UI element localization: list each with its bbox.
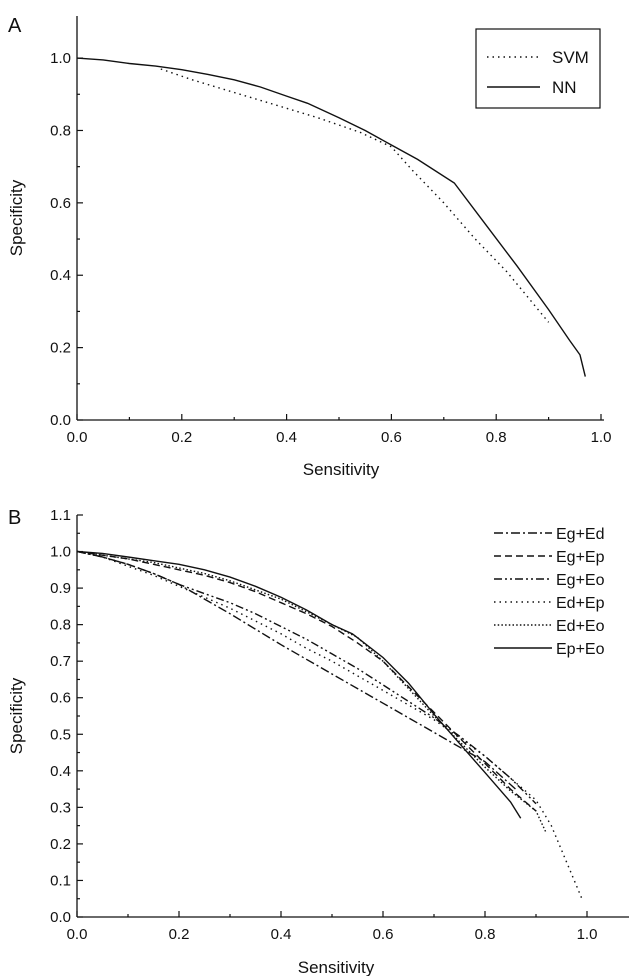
panel-b-legend-label: Eg+Ed xyxy=(556,526,604,543)
panel-a-y-tick-label: 0.4 xyxy=(50,267,71,284)
panel-b: B 0.0 0.2 0.4 0.6 0.8 1.00.00.10.20.30.40.50.… xyxy=(7,507,629,976)
panel-a-series xyxy=(76,57,586,377)
panel-a-series-svm xyxy=(160,68,550,323)
panel-a-x-tick-label: 1.0 xyxy=(591,429,612,446)
panel-a-y-title: Specificity xyxy=(7,179,26,256)
panel-b-series-eg-eo xyxy=(76,550,537,805)
panel-b-y-tick-label: 0.3 xyxy=(50,799,71,816)
panel-b-y-tick-label: 0.9 xyxy=(50,580,71,597)
panel-a-y-tick-label: 0.6 xyxy=(50,195,71,212)
panel-b-y-tick-label: 0.2 xyxy=(50,836,71,853)
panel-a-y-tick-label: 0.0 xyxy=(50,412,71,429)
panel-b-y-tick-label: 0.5 xyxy=(50,726,71,743)
panel-b-x-tick-label: 0.2 xyxy=(169,926,190,943)
panel-b-y-tick-label: 0.8 xyxy=(50,617,71,634)
panel-a-legend: SVM NN xyxy=(475,28,601,109)
panel-b-series-ed-eo xyxy=(76,550,547,834)
panel-b-y-tick-label: 0.0 xyxy=(50,909,71,926)
panel-a-label: A xyxy=(8,15,22,37)
panel-b-legend: Eg+Ed Eg+Ep Eg+Eo Ed+Ep Ed+Eo Ep+Eo xyxy=(494,526,605,658)
panel-a-x-tick-label: 0.4 xyxy=(276,429,297,446)
panel-a-x-tick-label: 0.8 xyxy=(486,429,507,446)
panel-b-label: B xyxy=(8,507,21,529)
panel-b-legend-label: Ed+Eo xyxy=(556,618,605,635)
panel-b-x-tick-label: 0.4 xyxy=(271,926,292,943)
panel-b-y-tick-label: 1.0 xyxy=(50,544,71,561)
panel-b-series-ep-eo xyxy=(76,550,522,819)
panel-b-x-title: Sensitivity xyxy=(298,958,375,976)
panel-b-legend-label: Eg+Ep xyxy=(556,549,605,566)
panel-a-x-title: Sensitivity xyxy=(303,460,380,479)
panel-b-y-tick-label: 0.6 xyxy=(50,690,71,707)
panel-b-ticks: 0.0 0.2 0.4 0.6 0.8 1.0 0.0 0.1 0.2 0.3 0.4 0.5 0.6 0… xyxy=(50,507,597,943)
panel-b-legend-label: Ed+Ep xyxy=(556,595,605,612)
panel-a-x-tick-label: 0.6 xyxy=(381,429,402,446)
panel-b-y-tick-label: 1.1 xyxy=(50,507,71,524)
panel-a-series-nn xyxy=(76,57,586,377)
panel-b-x-tick-label: 0.0 xyxy=(67,926,88,943)
panel-a-y-tick-label: 0.2 xyxy=(50,340,71,357)
panel-b-x-tick-label: 1.0 xyxy=(577,926,598,943)
panel-b-x-tick-label: 0.8 xyxy=(475,926,496,943)
panel-a: A 0.0 0.2 0.4 0.6 0.8 1.0 0.0 0.2 0.4 0.6 0.8 1.0 S… xyxy=(7,15,611,479)
panel-a-ticks: 0.0 0.2 0.4 0.6 0.8 1.0 0.0 0.2 0.4 0.6 0.8 1.0 xyxy=(50,50,611,446)
panel-a-legend-box xyxy=(475,28,601,109)
panel-a-legend-label-nn: NN xyxy=(552,78,577,97)
panel-b-legend-label: Ep+Eo xyxy=(556,641,605,658)
panel-b-series-eg-ep xyxy=(76,550,537,812)
panel-a-y-tick-label: 0.8 xyxy=(50,122,71,139)
panel-b-series-eg-ed xyxy=(76,550,517,790)
panel-b-y-tick-label: 0.4 xyxy=(50,763,71,780)
panel-b-legend-label: Eg+Eo xyxy=(556,572,605,589)
panel-a-x-tick-label: 0.2 xyxy=(171,429,192,446)
panel-a-y-tick-label: 1.0 xyxy=(50,50,71,67)
panel-b-y-tick-label: 0.1 xyxy=(50,872,71,889)
panel-b-x-tick-label: 0.6 xyxy=(373,926,394,943)
panel-b-y-title: Specificity xyxy=(7,677,26,754)
panel-a-legend-label-svm: SVM xyxy=(552,48,589,67)
panel-a-x-tick-label: 0.0 xyxy=(67,429,88,446)
panel-b-series-ed-ep xyxy=(76,550,583,899)
panel-b-series xyxy=(76,550,583,899)
panel-b-y-tick-label: 0.7 xyxy=(50,653,71,670)
